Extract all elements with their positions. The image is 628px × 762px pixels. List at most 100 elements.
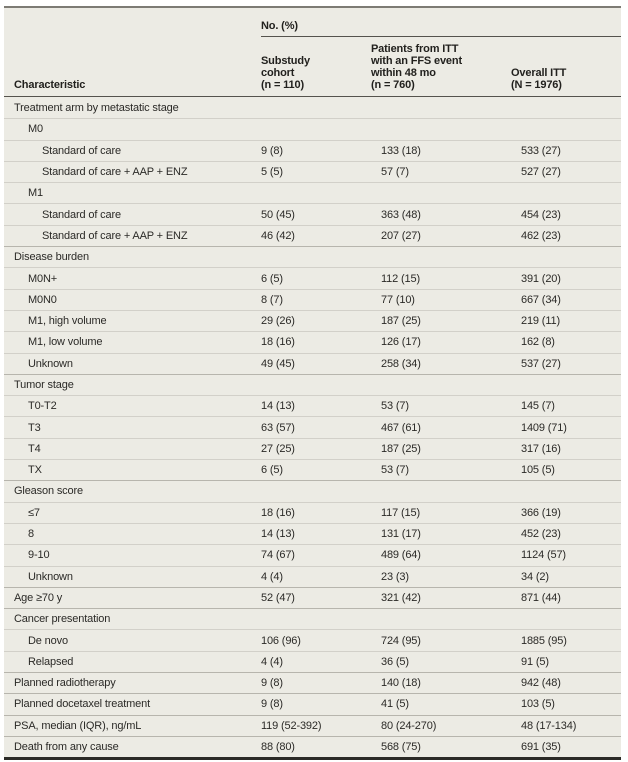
table-row: Standard of care + AAP + ENZ 46 (42) 207 (… xyxy=(4,224,621,246)
cell-value: 321 (42) xyxy=(381,591,421,604)
cell-value: 9 (8) xyxy=(261,698,283,711)
table-row: Standard of care 50 (45) 363 (48) 454 (23) xyxy=(4,203,621,224)
cell-value: 9 (8) xyxy=(261,144,283,157)
row-label: De novo xyxy=(28,634,68,647)
cell-value: 119 (52-392) xyxy=(261,719,322,732)
cell-value: 724 (95) xyxy=(381,634,421,647)
cell-value: 23 (3) xyxy=(381,570,409,583)
characteristics-table: Characteristic No. (%) Substudy cohort (… xyxy=(4,6,621,761)
table-row: Age ≥70 y 52 (47) 321 (42) 871 (44) xyxy=(4,586,621,608)
cell-value: 14 (13) xyxy=(261,528,295,541)
cell-value: 53 (7) xyxy=(381,400,409,413)
cell-value: 91 (5) xyxy=(521,655,549,668)
cell-value: 489 (64) xyxy=(381,549,421,562)
column-header-itt-ffs-event: Patients from ITT with an FFS event with… xyxy=(371,43,462,91)
cell-value: 568 (75) xyxy=(381,741,421,754)
table-row: Gleason score xyxy=(4,480,621,501)
cell-value: 207 (27) xyxy=(381,229,421,242)
row-label: TX xyxy=(28,464,42,477)
cell-value: 126 (17) xyxy=(381,336,421,349)
cell-value: 112 (15) xyxy=(381,272,420,285)
cell-value: 9 (8) xyxy=(261,677,283,690)
cell-value: 1124 (57) xyxy=(521,549,566,562)
row-label: Unknown xyxy=(28,357,73,370)
cell-value: 14 (13) xyxy=(261,400,295,413)
row-label: Treatment arm by metastatic stage xyxy=(14,101,179,114)
row-label: M0N+ xyxy=(28,272,58,285)
cell-value: 942 (48) xyxy=(521,677,561,690)
cell-value: 4 (4) xyxy=(261,655,283,668)
table-row: T3 63 (57) 467 (61) 1409 (71) xyxy=(4,416,621,437)
cell-value: 29 (26) xyxy=(261,315,295,328)
table-row: Standard of care + AAP + ENZ 5 (5) 57 (7) 5… xyxy=(4,160,621,182)
table-row: T4 27 (25) 187 (25) 317 (16) xyxy=(4,437,621,459)
table-row: M1, low volume 18 (16) 126 (17) 162 (8) xyxy=(4,331,621,352)
table-row: TX 6 (5) 53 (7) 105 (5) xyxy=(4,459,621,480)
cell-value: 80 (24-270) xyxy=(381,719,437,732)
table-row: M1 xyxy=(4,182,621,203)
cell-value: 5 (5) xyxy=(261,166,283,179)
table-row: Standard of care 9 (8) 133 (18) 533 (27) xyxy=(4,139,621,161)
cell-value: 50 (45) xyxy=(261,208,295,221)
cell-value: 467 (61) xyxy=(381,421,421,434)
cell-value: 527 (27) xyxy=(521,166,561,179)
cell-value: 537 (27) xyxy=(521,357,561,370)
cell-value: 187 (25) xyxy=(381,315,421,328)
row-label: 9-10 xyxy=(28,549,50,562)
cell-value: 1409 (71) xyxy=(521,421,567,434)
group-header-rule xyxy=(261,36,621,37)
row-label: M1, low volume xyxy=(28,336,103,349)
cell-value: 117 (15) xyxy=(381,506,420,519)
row-label: Age ≥70 y xyxy=(14,591,63,604)
cell-value: 131 (17) xyxy=(381,528,421,541)
cell-value: 6 (5) xyxy=(261,272,283,285)
cell-value: 53 (7) xyxy=(381,464,409,477)
cell-value: 63 (57) xyxy=(261,421,295,434)
cell-value: 363 (48) xyxy=(381,208,421,221)
row-label: Death from any cause xyxy=(14,741,119,754)
cell-value: 27 (25) xyxy=(261,442,295,455)
cell-value: 57 (7) xyxy=(381,166,409,179)
table-row: M0 xyxy=(4,118,621,139)
row-label: M0N0 xyxy=(28,293,57,306)
table-body: Treatment arm by metastatic stage M0 Stand… xyxy=(4,97,621,757)
cell-value: 46 (42) xyxy=(261,229,295,242)
cell-value: 462 (23) xyxy=(521,229,561,242)
row-label: Tumor stage xyxy=(14,379,74,391)
header-number-group: No. (%) Substudy cohort (n = 110) Patien… xyxy=(251,8,621,96)
row-label: Planned radiotherapy xyxy=(14,677,116,690)
group-header-no-pct: No. (%) xyxy=(261,20,298,32)
row-label: M0 xyxy=(28,123,43,136)
row-label: T4 xyxy=(28,442,41,455)
row-label: Unknown xyxy=(28,570,73,583)
cell-value: 8 (7) xyxy=(261,293,283,306)
row-label: 8 xyxy=(28,528,34,541)
cell-value: 454 (23) xyxy=(521,208,561,221)
row-label: Planned docetaxel treatment xyxy=(14,698,150,711)
cell-value: 36 (5) xyxy=(381,655,409,668)
cell-value: 452 (23) xyxy=(521,528,561,541)
cell-value: 667 (34) xyxy=(521,293,561,306)
cell-value: 366 (19) xyxy=(521,506,561,519)
cell-value: 49 (45) xyxy=(261,357,295,370)
table-row: M1, high volume 29 (26) 187 (25) 219 (11) xyxy=(4,309,621,331)
row-label: ≤7 xyxy=(28,506,40,519)
table-row: M0N+ 6 (5) 112 (15) 391 (20) xyxy=(4,267,621,288)
cell-value: 18 (16) xyxy=(261,336,295,349)
column-header-substudy-cohort: Substudy cohort (n = 110) xyxy=(261,55,310,91)
row-label: Standard of care xyxy=(42,208,121,221)
table-header: Characteristic No. (%) Substudy cohort (… xyxy=(4,8,621,97)
table-row: 9-10 74 (67) 489 (64) 1124 (57) xyxy=(4,544,621,565)
cell-value: 77 (10) xyxy=(381,293,415,306)
table-row: De novo 106 (96) 724 (95) 1885 (95) xyxy=(4,629,621,650)
cell-value: 317 (16) xyxy=(521,442,561,455)
table-row: T0-T2 14 (13) 53 (7) 145 (7) xyxy=(4,395,621,416)
table-row: Disease burden xyxy=(4,246,621,267)
cell-value: 18 (16) xyxy=(261,506,295,519)
cell-value: 103 (5) xyxy=(521,698,555,711)
cell-value: 533 (27) xyxy=(521,144,561,157)
cell-value: 258 (34) xyxy=(381,357,421,370)
row-label: T3 xyxy=(28,421,41,434)
cell-value: 106 (96) xyxy=(261,634,301,647)
table-row: Treatment arm by metastatic stage xyxy=(4,97,621,118)
